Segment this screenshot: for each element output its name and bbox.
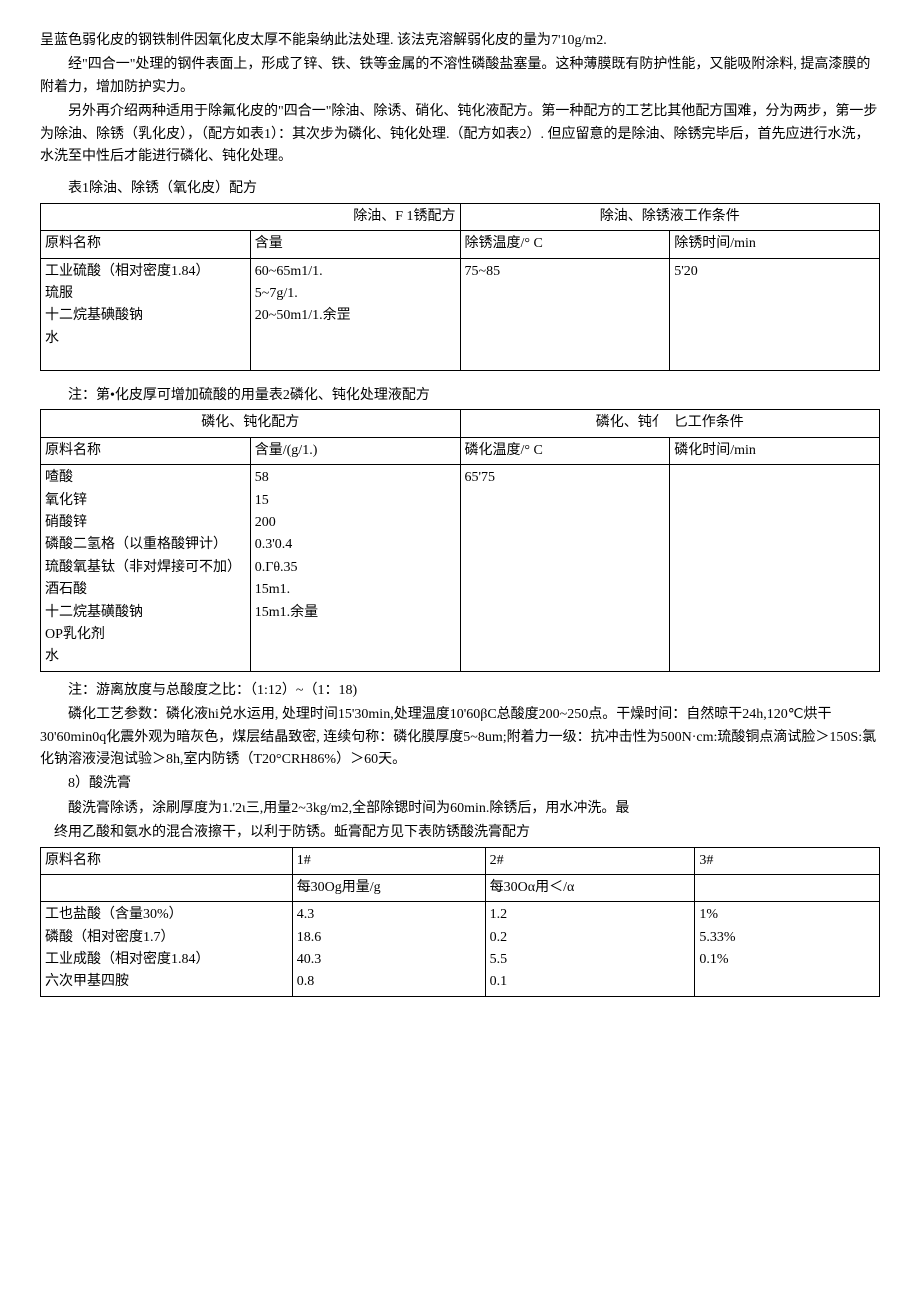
t2-time (670, 465, 880, 672)
table1: 除油、F 1锈配方 除油、除锈液工作条件 原料名称 含量 除锈温度/° C 除锈… (40, 203, 880, 371)
t3-body-col2: 1.2 0.2 5.5 0.1 (485, 902, 695, 997)
t3-sub3 (695, 874, 880, 901)
t1-head-right: 除油、除锈液工作条件 (460, 203, 880, 230)
table3: 原料名称 1# 2# 3# 每30Og用量/g 每30Oα用＜/α 工也盐酸（含… (40, 847, 880, 997)
t1-head-left: 除油、F 1锈配方 (41, 203, 461, 230)
t2-head-left: 磷化、钝化配方 (41, 410, 461, 437)
intro-p2: 经"四合一"处理的钢件表面上，形成了锌、铁、铁等金属的不溶性磷酸盐塞量。这种薄膜… (40, 54, 880, 99)
mid-p1: 磷化工艺参数：磷化液hi兑水运用, 处理时间15'30min,处理温度10'60… (40, 704, 880, 771)
t1-materials: 工业硫酸（相对密度1.84） 琉服 十二烷基碘酸钠 水 (41, 258, 251, 371)
t3-sub1: 每30Og用量/g (292, 874, 485, 901)
t3-body-col3: 1% 5.33% 0.1% (695, 902, 880, 997)
t2-materials: 喳酸 氧化锌 硝酸锌 磷酸二氢格（以重格酸钾计） 琉酸氧基钛（非对焊接可不加） … (41, 465, 251, 672)
t3-col0: 原料名称 (41, 847, 293, 874)
t3-col1: 1# (292, 847, 485, 874)
t1-time: 5'20 (670, 258, 880, 371)
t1-col1: 含量 (250, 231, 460, 258)
t1-col2: 除锈温度/° C (460, 231, 670, 258)
t3-sub2: 每30Oα用＜/α (485, 874, 695, 901)
mid-note: 注：游离放度与总酸度之比：（1:12）~（1：18) (40, 680, 880, 702)
t3-body-col0: 工也盐酸（含量30%） 磷酸（相对密度1.7） 工业成酸（相对密度1.84） 六… (41, 902, 293, 997)
intro-p3: 另外再介绍两种适用于除氟化皮的"四合一"除油、除诱、硝化、钝化液配方。第一种配方… (40, 101, 880, 168)
table2: 磷化、钝化配方 磷化、钝亻 匕工作条件 原料名称 含量/(g/1.) 磷化温度/… (40, 409, 880, 671)
t3-sub0 (41, 874, 293, 901)
t1-col0: 原料名称 (41, 231, 251, 258)
t3-col3: 3# (695, 847, 880, 874)
table1-title: 表1除油、除锈（氧化皮）配方 (40, 178, 880, 200)
t2-col2: 磷化温度/° C (460, 437, 670, 464)
t2-col3: 磷化时间/min (670, 437, 880, 464)
table1-note: 注：第•化皮厚可增加硫酸的用量表2磷化、钝化处理液配方 (40, 385, 880, 407)
t3-body-col1: 4.3 18.6 40.3 0.8 (292, 902, 485, 997)
t2-col1: 含量/(g/1.) (250, 437, 460, 464)
mid-p2-head: 8）酸洗膏 (40, 773, 880, 795)
t2-head-right2: 匕工作条件 (670, 410, 880, 437)
t2-temp: 65'75 (460, 465, 670, 672)
t2-col0: 原料名称 (41, 437, 251, 464)
t1-temp: 75~85 (460, 258, 670, 371)
t1-contents: 60~65m1/1. 5~7g/1. 20~50m1/1.余罡 (250, 258, 460, 371)
t3-col2: 2# (485, 847, 695, 874)
t1-col3: 除锈时间/min (670, 231, 880, 258)
mid-p2: 酸洗膏除诱，涂刷厚度为1.'2ι三,用量2~3kg/m2,全部除锶时间为60mi… (40, 798, 880, 820)
t2-contents: 58 15 200 0.3'0.4 0.Γθ.35 15m1. 15m1.余量 (250, 465, 460, 672)
t2-head-right1: 磷化、钝亻 (460, 410, 670, 437)
intro-p1: 呈蓝色弱化皮的钢铁制件因氧化皮太厚不能枭纳此法处理. 该法克溶解弱化皮的量为7'… (40, 30, 880, 52)
mid-p2b: 终用乙酸和氨水的混合液擦干，以利于防锈。蚯膏配方见下表防锈酸洗膏配方 (54, 822, 880, 844)
